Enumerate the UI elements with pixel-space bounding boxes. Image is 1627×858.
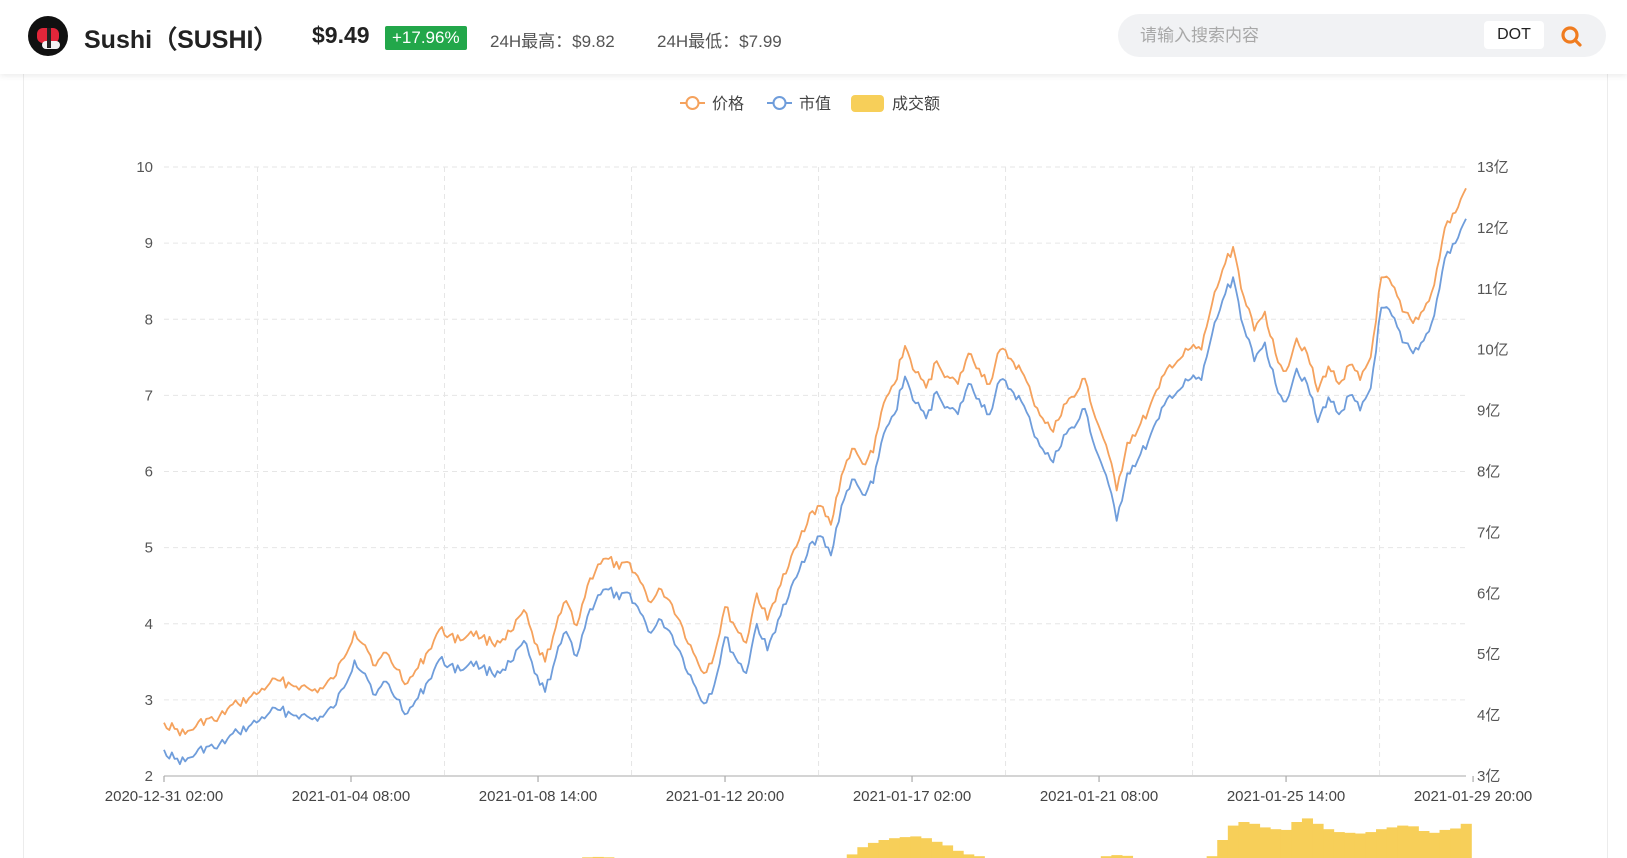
legend-label[interactable]: 价格 xyxy=(712,95,744,113)
search-box[interactable]: DOT xyxy=(1118,14,1606,57)
volume-bar xyxy=(1407,826,1419,858)
volume-bar xyxy=(1227,825,1239,858)
volume-bar xyxy=(1397,825,1409,858)
sushi-logo-icon xyxy=(28,16,68,56)
y-left-tick-label: 6 xyxy=(145,464,153,481)
volume-bar xyxy=(1354,833,1366,858)
chart-grid xyxy=(164,166,1466,776)
y-right-tick-label: 12亿 xyxy=(1477,220,1509,237)
volume-bar xyxy=(1365,832,1377,858)
chart-axes: 2 3 4 5 6 7 8 9 10 3亿 4亿 5亿 6亿 7亿 8亿 9亿 10亿 11亿 12亿 13亿 2020… xyxy=(105,159,1532,805)
logo-nori-shape xyxy=(47,28,51,48)
volume-bar xyxy=(846,854,858,858)
volume-bar xyxy=(1249,823,1261,858)
volume-bar xyxy=(952,850,964,858)
volume-bar xyxy=(1217,840,1229,858)
volume-bar xyxy=(1270,829,1282,858)
y-left-tick-label: 4 xyxy=(145,616,153,633)
coin-name: Sushi（SUSHI） xyxy=(84,26,279,54)
y-right-tick-label: 4亿 xyxy=(1477,707,1500,724)
volume-bar xyxy=(942,845,954,858)
volume-bar xyxy=(1333,832,1345,858)
price-change-badge: +17.96% xyxy=(385,26,467,50)
legend-volume-swatch xyxy=(851,95,884,112)
chart-legend[interactable]: 价格 市值 成交额 xyxy=(680,95,940,113)
search-input[interactable] xyxy=(1140,25,1460,47)
search-token-button[interactable]: DOT xyxy=(1484,21,1544,49)
x-tick-label: 2021-01-12 20:00 xyxy=(666,788,784,805)
x-tick-label: 2021-01-08 14:00 xyxy=(479,788,597,805)
volume-bar xyxy=(592,856,604,858)
volume-bar xyxy=(1121,855,1134,858)
price-line xyxy=(163,187,1467,737)
page-header: Sushi（SUSHI） $9.49 +17.96% 24H最高：$9.82 2… xyxy=(0,0,1627,74)
y-left-tick-label: 7 xyxy=(145,387,153,404)
x-tick-label: 2021-01-25 14:00 xyxy=(1227,788,1345,805)
legend-marker xyxy=(772,96,787,110)
search-icon[interactable] xyxy=(1559,24,1583,48)
volume-bar xyxy=(1460,823,1472,858)
volume-bar xyxy=(1206,856,1218,858)
volume-bar xyxy=(931,841,943,858)
y-left-tick-label: 10 xyxy=(136,159,153,176)
logo-rice-shape xyxy=(42,41,60,49)
volume-bar xyxy=(1439,829,1451,858)
volume-bar xyxy=(910,836,922,858)
volume-bar xyxy=(1280,829,1292,858)
volume-bar xyxy=(878,840,890,858)
y-right-tick-label: 6亿 xyxy=(1477,585,1500,602)
y-right-tick-label: 10亿 xyxy=(1477,342,1509,359)
x-tick-label: 2020-12-31 02:00 xyxy=(105,788,223,805)
volume-bar xyxy=(1259,827,1271,858)
volume-bar xyxy=(1344,832,1356,858)
volume-bar xyxy=(1376,829,1388,858)
volume-bar xyxy=(920,838,932,858)
volume-bar xyxy=(1301,818,1314,858)
current-price: $9.49 xyxy=(312,22,370,48)
y-left-tick-label: 8 xyxy=(145,311,153,328)
market-cap-line xyxy=(163,218,1467,766)
y-right-tick-label: 13亿 xyxy=(1477,159,1509,176)
volume-bar xyxy=(1291,822,1303,858)
volume-bar xyxy=(889,838,901,858)
y-right-tick-label: 9亿 xyxy=(1477,403,1500,420)
volume-bar xyxy=(1418,831,1430,858)
y-left-tick-label: 2 xyxy=(145,768,153,785)
x-tick-label: 2021-01-29 20:00 xyxy=(1414,788,1532,805)
volume-bar xyxy=(1450,828,1462,858)
x-tick-label: 2021-01-17 02:00 xyxy=(853,788,971,805)
volume-bar xyxy=(973,856,985,858)
x-tick-label: 2021-01-04 08:00 xyxy=(292,788,410,805)
volume-bar xyxy=(867,842,880,858)
chart-panel xyxy=(23,74,1608,858)
volume-bar xyxy=(1323,829,1335,858)
volume-bar xyxy=(1111,855,1123,858)
high-24h: 24H最高：$9.82 xyxy=(490,32,615,51)
y-left-tick-label: 3 xyxy=(145,692,153,709)
volume-bars xyxy=(582,818,1472,858)
volume-bar xyxy=(857,847,869,858)
y-right-tick-label: 5亿 xyxy=(1477,646,1500,663)
legend-label[interactable]: 成交额 xyxy=(892,95,940,113)
legend-marker xyxy=(685,96,700,110)
legend-label[interactable]: 市值 xyxy=(799,95,831,113)
volume-bar xyxy=(1312,823,1324,858)
low-24h: 24H最低：$7.99 xyxy=(657,32,782,51)
y-right-tick-label: 3亿 xyxy=(1477,768,1500,785)
y-left-tick-label: 9 xyxy=(145,235,153,252)
volume-bar xyxy=(1100,856,1112,858)
y-right-tick-label: 11亿 xyxy=(1477,281,1508,298)
volume-bar xyxy=(899,837,911,858)
y-right-tick-label: 8亿 xyxy=(1477,464,1500,481)
chart-lines xyxy=(163,187,1467,766)
volume-bar xyxy=(1238,822,1250,858)
volume-bar xyxy=(1386,827,1398,858)
y-right-tick-label: 7亿 xyxy=(1477,524,1500,541)
volume-bar xyxy=(963,854,975,858)
x-tick-label: 2021-01-21 08:00 xyxy=(1040,788,1158,805)
volume-bar xyxy=(1428,832,1441,858)
y-left-tick-label: 5 xyxy=(145,540,153,557)
